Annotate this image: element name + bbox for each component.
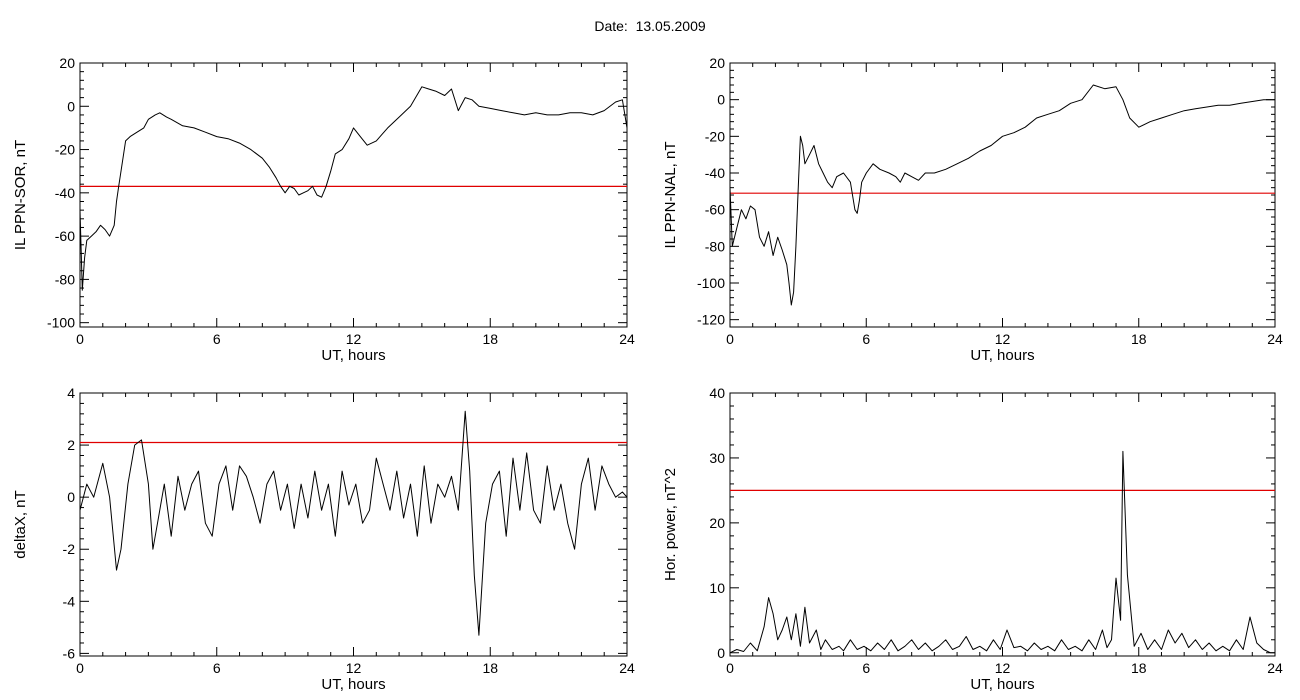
x-tick-label: 0: [726, 331, 734, 347]
x-tick-label: 18: [1131, 660, 1147, 676]
x-tick-label: 12: [995, 660, 1011, 676]
plot-frame: [79, 392, 628, 657]
chart-panel-2: 0 6 12 18 24 -120 -100 -80 -60 -40 -20 0 20 UT, hours…: [662, 55, 1283, 364]
y-tick-label: 0: [67, 98, 75, 114]
y-tick-label: -80: [55, 271, 75, 287]
y-axis-label: IL PPN-SOR, nT: [12, 140, 29, 250]
y-tick-label: 2: [67, 437, 75, 453]
x-tick-label: 18: [482, 331, 498, 347]
y-axis-label: IL PPN-NAL, nT: [662, 142, 679, 249]
x-tick-label: 24: [619, 660, 635, 676]
x-tick-label: 0: [726, 660, 734, 676]
y-axis-label: deltaX, nT: [12, 490, 29, 558]
x-axis-label: UT, hours: [970, 347, 1034, 364]
x-tick-label: 6: [213, 331, 221, 347]
x-tick-label: 6: [862, 660, 870, 676]
series-line: [79, 86, 628, 291]
y-tick-label: 20: [59, 55, 75, 71]
x-tick-label: 12: [346, 331, 362, 347]
y-tick-label: -80: [705, 238, 725, 254]
y-tick-label: -4: [63, 593, 76, 609]
x-tick-label: 18: [482, 660, 498, 676]
chart-panel-1: 0 6 12 18 24 -100 -80 -60 -40 -20 0 20 UT, hours IL P…: [12, 55, 635, 364]
y-tick-label: -6: [63, 645, 76, 661]
x-tick-label: 24: [619, 331, 635, 347]
series-line: [729, 450, 1275, 654]
x-tick-label: 0: [76, 660, 84, 676]
x-axis-label: UT, hours: [321, 676, 385, 693]
y-tick-label: 40: [709, 385, 725, 401]
x-tick-label: 12: [995, 331, 1011, 347]
x-axis-label: UT, hours: [970, 676, 1034, 693]
x-tick-label: 24: [1267, 331, 1283, 347]
y-tick-label: 4: [67, 385, 75, 401]
y-tick-label: -100: [47, 315, 75, 331]
x-tick-label: 0: [76, 331, 84, 347]
y-tick-label: 0: [717, 92, 725, 108]
y-tick-label: 0: [717, 645, 725, 661]
plot-frame: [729, 392, 1276, 657]
plot-frame: [79, 62, 628, 328]
y-tick-label: -40: [705, 165, 725, 181]
y-tick-label: -100: [697, 275, 725, 291]
y-tick-label: 30: [709, 450, 725, 466]
x-tick-label: 6: [213, 660, 221, 676]
y-tick-label: 10: [709, 580, 725, 596]
y-axis-label: Hor. power, nT^2: [662, 468, 679, 581]
y-tick-label: -60: [55, 228, 75, 244]
x-tick-label: 6: [862, 331, 870, 347]
x-tick-label: 12: [346, 660, 362, 676]
x-axis-label: UT, hours: [321, 347, 385, 364]
chart-panel-4: 0 6 12 18 24 0 10 20 30 40 UT, hours Hor. power, nT…: [662, 385, 1283, 693]
plot-frame: [729, 62, 1276, 328]
figure-title: Date: 13.05.2009: [594, 18, 706, 34]
y-tick-label: -20: [705, 128, 725, 144]
y-tick-label: -20: [55, 142, 75, 158]
y-tick-label: 0: [67, 489, 75, 505]
y-tick-label: -60: [705, 202, 725, 218]
x-tick-label: 24: [1267, 660, 1283, 676]
x-tick-label: 18: [1131, 331, 1147, 347]
y-tick-label: 20: [709, 55, 725, 71]
y-tick-label: -120: [697, 312, 725, 328]
series-line: [729, 84, 1275, 306]
y-tick-label: -40: [55, 185, 75, 201]
y-tick-label: -2: [63, 541, 76, 557]
series-line: [79, 410, 628, 636]
y-tick-label: 20: [709, 515, 725, 531]
